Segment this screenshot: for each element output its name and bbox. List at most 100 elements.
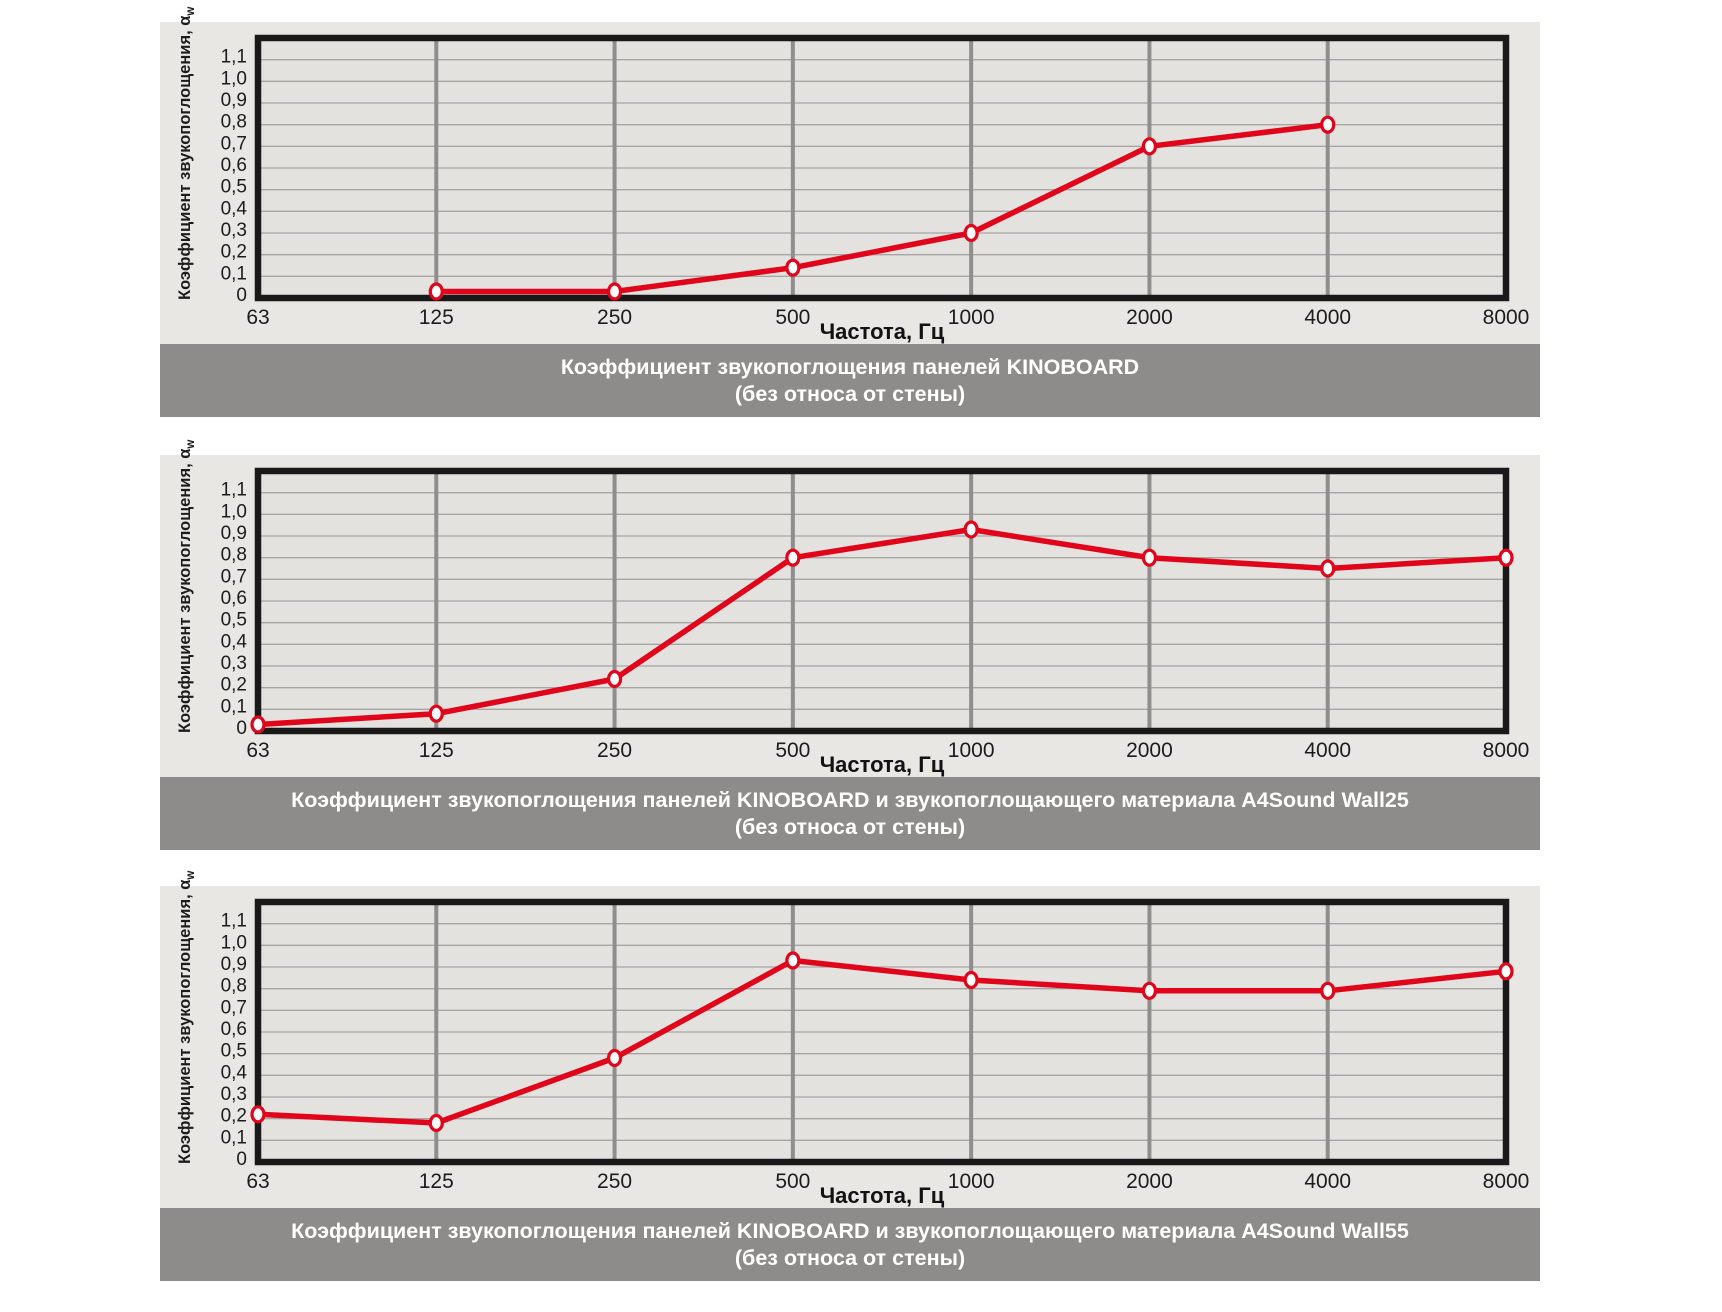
chart-panel-1: 0 0,1 0,2 0,3 0,4 0,5 0,6 0,7 0,8 0,9 1,0 1,1 63 125 2… [160, 7, 1540, 344]
x-tick-label: 2000 [1126, 306, 1173, 329]
x-tick-label: 125 [419, 739, 454, 762]
x-tick-label: 63 [246, 739, 269, 762]
data-point-4000 [1320, 559, 1336, 578]
data-point-250 [606, 1048, 623, 1068]
y-tick-label: 0,4 [221, 1062, 248, 1083]
data-point-125 [428, 282, 444, 301]
x-axis-title-2: Частота, Гц [819, 752, 945, 777]
y-tick-label: 0,2 [221, 242, 247, 263]
x-axis-title-1: Частота, Гц [819, 319, 945, 344]
absorption-chart-kinoboard: 00,10,20,30,40,50,60,70,80,91,01,1 63 125 2… [221, 34, 1530, 329]
plot-border [254, 34, 1510, 302]
chart-block-kinoboard: 0 0,1 0,2 0,3 0,4 0,5 0,6 0,7 0,8 0,9 1,0 1,1 63 125 2… [160, 7, 1540, 417]
y-axis-title-text: Коэффициент звукопоглощения, α [176, 15, 194, 300]
plot-border [254, 467, 1510, 735]
y-tick-label: 1,0 [221, 932, 247, 953]
data-point-250 [606, 282, 623, 301]
y-tick-label: 0,5 [221, 177, 247, 198]
x-tick-label: 8000 [1483, 306, 1530, 329]
data-point-63 [250, 715, 266, 734]
series-line [255, 957, 1509, 1126]
y-tick-label: 0,8 [221, 976, 247, 997]
y-tick-label: 0 [236, 285, 247, 306]
x-tick-label: 1000 [948, 739, 995, 762]
x-tick-label: 4000 [1304, 739, 1351, 762]
data-point-1000 [963, 223, 979, 243]
data-point-63 [250, 1105, 266, 1124]
x-tick-label: 4000 [1304, 306, 1351, 329]
y-tick-label: 0,8 [221, 545, 247, 566]
y-tick-label: 0,9 [221, 954, 247, 975]
chart-block-kinoboard-wall25: 0 0,1 0,2 0,3 0,4 0,5 0,6 0,7 0,8 0,9 1,0 1,1 63 125 2… [160, 440, 1540, 850]
caption-bar-2: Коэффициент звукопоглощения панелей KINO… [160, 777, 1540, 850]
caption-bar-3: Коэффициент звукопоглощения панелей KINO… [160, 1208, 1540, 1281]
data-point-2000 [1141, 137, 1158, 156]
y-axis-title-1: Коэффициент звукопоглощения, αw [176, 7, 198, 300]
y-tick-label: 0,5 [221, 1041, 247, 1062]
y-tick-label: 0,5 [221, 610, 247, 631]
plot-border [254, 898, 1510, 1166]
absorption-chart-kinoboard-wall25: 00,10,20,30,40,50,60,70,80,91,01,1 63 125 2… [221, 467, 1530, 762]
data-point-4000 [1320, 981, 1336, 1000]
x-tick-label: 63 [246, 306, 269, 329]
chart-panel-2: 0 0,1 0,2 0,3 0,4 0,5 0,6 0,7 0,8 0,9 1,0 1,1 63 125 2… [160, 440, 1540, 777]
x-tick-label: 8000 [1483, 739, 1530, 762]
y-tick-label: 1,0 [221, 501, 247, 522]
caption-line-2: (без относа от стены) [734, 815, 966, 839]
x-tick-label: 500 [775, 739, 810, 762]
x-tick-label: 250 [597, 1170, 632, 1193]
y-tick-label: 0,6 [221, 1019, 247, 1040]
data-point-500 [785, 548, 801, 567]
chart-block-kinoboard-wall55: 0 0,1 0,2 0,3 0,4 0,5 0,6 0,7 0,8 0,9 1,0 1,1 63 125 2… [160, 871, 1540, 1281]
x-tick-label: 4000 [1304, 1170, 1351, 1193]
y-tick-label: 1,1 [221, 480, 247, 501]
y-tick-label: 0,8 [221, 112, 247, 133]
caption-line-1: Коэффициент звукопоглощения панелей KINO… [291, 788, 1409, 812]
y-tick-label: 0 [236, 1149, 247, 1170]
y-tick-label: 0,7 [221, 566, 247, 587]
y-tick-label: 1,1 [221, 911, 247, 932]
y-tick-label: 0,2 [221, 675, 247, 696]
x-tick-label: 1000 [948, 1170, 995, 1193]
y-tick-label: 0,7 [221, 997, 247, 1018]
absorption-chart-kinoboard-wall55: 00,10,20,30,40,50,60,70,80,91,01,1 63 125 2… [221, 898, 1530, 1193]
series-line [255, 526, 1509, 728]
x-tick-label: 500 [775, 306, 810, 329]
chart-panel-3: 0 0,1 0,2 0,3 0,4 0,5 0,6 0,7 0,8 0,9 1,0 1,1 63 125 2… [160, 871, 1540, 1208]
data-point-500 [785, 258, 801, 277]
data-point-1000 [963, 520, 979, 539]
data-point-125 [428, 1113, 444, 1133]
y-tick-label: 0,9 [221, 90, 247, 111]
y-tick-label: 0,9 [221, 523, 247, 544]
y-tick-label: 0,3 [221, 1084, 247, 1105]
y-tick-label: 0 [236, 718, 247, 739]
data-point-125 [428, 704, 444, 723]
data-point-8000 [1498, 962, 1514, 981]
y-axis-title-text: Коэффициент звукопоглощения, α [176, 448, 194, 733]
x-tick-label: 125 [419, 1170, 454, 1193]
y-tick-label: 0,1 [221, 696, 247, 717]
y-tick-label: 1,1 [221, 47, 247, 68]
y-tick-label: 0,4 [221, 631, 248, 652]
data-point-4000 [1320, 115, 1336, 134]
y-tick-label: 0,6 [221, 588, 247, 609]
x-tick-label: 250 [597, 739, 632, 762]
data-point-2000 [1141, 981, 1158, 1000]
caption-line-1: Коэффициент звукопоглощения панелей KINO… [560, 355, 1140, 379]
data-point-500 [785, 951, 801, 970]
x-tick-label: 250 [597, 306, 632, 329]
y-axis-title-3: Коэффициент звукопоглощения, αw [176, 871, 198, 1164]
x-tick-label: 2000 [1126, 739, 1173, 762]
caption-bar-1: Коэффициент звукопоглощения панелей KINO… [160, 344, 1540, 417]
caption-line-2: (без относа от стены) [734, 382, 966, 406]
y-tick-label: 0,4 [221, 198, 248, 219]
data-point-1000 [963, 970, 979, 990]
y-tick-label: 0,1 [221, 1127, 247, 1148]
x-tick-label: 500 [775, 1170, 810, 1193]
y-axis-title-2: Коэффициент звукопоглощения, αw [176, 440, 198, 733]
y-tick-label: 0,1 [221, 263, 247, 284]
x-tick-label: 8000 [1483, 1170, 1530, 1193]
y-axis-title-text: Коэффициент звукопоглощения, α [176, 879, 194, 1164]
y-tick-label: 0,3 [221, 220, 247, 241]
y-tick-label: 0,2 [221, 1106, 247, 1127]
